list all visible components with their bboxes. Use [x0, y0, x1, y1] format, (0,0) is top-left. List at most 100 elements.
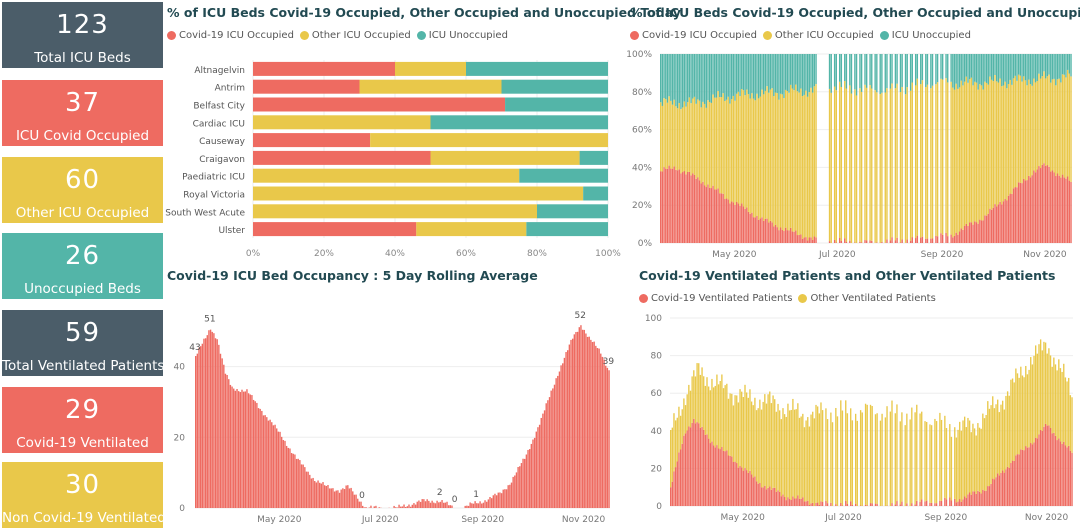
bar-other [712, 94, 714, 186]
legend-item-covid-vent[interactable]: Covid-19 Ventilated Patients [639, 293, 792, 304]
bar-covid [886, 239, 888, 243]
bar-covid [833, 239, 836, 243]
bar-altnagelvin-1 [395, 61, 466, 76]
bar-unocc [712, 54, 714, 95]
bar-covid-vent [752, 477, 754, 506]
kpi-icu-covid-occupied[interactable]: 37 ICU Covid Occupied [2, 80, 163, 146]
kpi-other-icu-occupied[interactable]: 60 Other ICU Occupied [2, 157, 163, 223]
bar-rolling [581, 329, 584, 508]
bar-other-vent [1063, 363, 1065, 442]
legend-item-other[interactable]: Other ICU Occupied [299, 30, 411, 41]
kpi-unoccupied-beds[interactable]: 26 Unoccupied Beds [2, 233, 163, 299]
bar-rolling [505, 489, 508, 508]
legend-item-other[interactable]: Other ICU Occupied [762, 30, 874, 41]
bar-other [935, 84, 937, 236]
bar-unocc [739, 54, 741, 97]
bar-rolling [261, 410, 263, 508]
bar-other-vent [949, 424, 951, 498]
bar-covid [805, 237, 807, 243]
bar-other-vent [744, 384, 746, 469]
bar-rolling [259, 408, 261, 508]
bar-unocc [773, 54, 775, 97]
bar-unocc [708, 54, 711, 103]
bar-covid [901, 239, 903, 243]
bar-covid-vent [899, 504, 901, 506]
bar-other [1001, 86, 1003, 205]
legend-item-covid[interactable]: Covid-19 ICU Occupied [630, 30, 757, 41]
bar-other-vent [929, 424, 931, 503]
legend-item-unocc[interactable]: ICU Unoccupied [879, 30, 971, 41]
bar-other-vent [916, 404, 918, 501]
bar-covid [1041, 164, 1043, 243]
bar-other-vent [963, 416, 966, 497]
chart-icu-today[interactable]: 0% 20% 40% 60% 80% 100% Altnagelvin Antrim Belfa… [160, 55, 621, 270]
bar-other [850, 93, 853, 243]
bar-covid-vent [978, 491, 981, 506]
bar-covid [1044, 165, 1047, 243]
bar-covid [864, 240, 866, 243]
bar-other-vent [1020, 366, 1022, 450]
bar-rolling [214, 338, 217, 508]
bar-other-vent [783, 414, 786, 498]
bar-other [1019, 75, 1022, 183]
bar-rolling [600, 353, 602, 508]
bar-covid-vent [983, 490, 986, 506]
bar-rolling [449, 505, 452, 508]
chart-ventilated[interactable]: 0 20 40 60 80 100 May 2020 Jul 2020 Sep 2020 Nov … [635, 310, 1075, 525]
kpi-total-ventilated[interactable]: 59 Total Ventilated Patients [2, 310, 164, 376]
bar-covid-vent [891, 503, 893, 506]
bar-other-vent [871, 406, 873, 504]
legend-item-covid[interactable]: Covid-19 ICU Occupied [167, 30, 294, 41]
bar-other-vent [950, 436, 953, 501]
bar-rolling [315, 482, 318, 508]
bar-unocc [1014, 54, 1016, 76]
bar-rolling [358, 501, 361, 508]
bar-unocc [720, 54, 723, 98]
bar-other [663, 98, 665, 168]
chart-pct-over-time[interactable]: 0% 20% 40% 60% 80% 100% May 2020 Jul 2020 Sep 20… [626, 50, 1078, 260]
bar-rolling [548, 397, 551, 508]
bar-unocc [1048, 54, 1050, 75]
bar-other [737, 91, 740, 204]
bar-covid-vent [1018, 454, 1020, 506]
bar-rolling [216, 339, 218, 508]
bar-other-vent [1068, 377, 1070, 446]
bar-unocc [734, 54, 736, 101]
bar-other-vent [711, 378, 713, 442]
legend-item-other-vent[interactable]: Other Ventilated Patients [798, 293, 936, 304]
bar-other-vent [836, 416, 839, 506]
bar-covid-vent [676, 461, 678, 506]
bar-other [941, 79, 944, 235]
bar-other-vent [764, 394, 766, 486]
kpi-label: Covid-19 Ventilated [16, 435, 149, 451]
bar-other-vent [765, 403, 768, 490]
bar-unocc [1023, 54, 1025, 77]
bar-rolling [477, 503, 480, 508]
bar-other [984, 81, 986, 216]
x-tick-label: Jul 2020 [361, 515, 399, 525]
bar-other [1023, 76, 1025, 179]
bar-covid-vent [1035, 437, 1037, 506]
legend-item-unocc[interactable]: ICU Unoccupied [416, 30, 508, 41]
bar-unocc [670, 54, 672, 101]
bar-unocc [737, 54, 740, 92]
bar-covid [916, 235, 919, 243]
kpi-non-covid-ventilated[interactable]: 30 Non Covid-19 Ventilated [2, 462, 166, 528]
bar-covid [1039, 168, 1042, 243]
bar-rolling [223, 364, 225, 508]
bar-unocc [781, 54, 783, 95]
bar-other-vent [924, 421, 926, 502]
bar-other [681, 107, 684, 173]
bar-other-vent [841, 410, 844, 506]
kpi-value: 60 [64, 165, 101, 195]
bar-covid [763, 220, 765, 243]
bar-other-vent [970, 432, 972, 495]
kpi-total-icu-beds[interactable]: 123 Total ICU Beds [2, 2, 163, 68]
kpi-covid-ventilated[interactable]: 29 Covid-19 Ventilated [2, 387, 163, 453]
bar-other [676, 108, 679, 171]
bar-unocc [1038, 54, 1040, 74]
bar-covid [751, 212, 753, 243]
bar-rolling [224, 373, 227, 508]
bar-rolling [403, 504, 405, 508]
